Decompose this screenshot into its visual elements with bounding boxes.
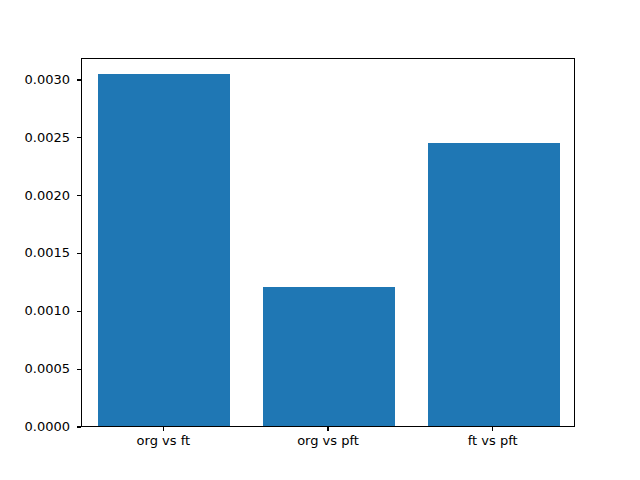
- bar-chart-figure: 0.0000 0.0005 0.0010 0.0015 0.0020 0.0025 0.00…: [0, 0, 640, 480]
- x-tick-label: org vs ft: [93, 434, 233, 448]
- y-tick-label: 0.0010: [4, 304, 70, 318]
- y-tick-label: 0.0030: [4, 73, 70, 87]
- x-tick-mark: [163, 427, 164, 431]
- y-tick-mark: [77, 137, 81, 138]
- y-tick-mark: [77, 426, 81, 427]
- plot-area: [81, 58, 575, 427]
- y-tick-label: 0.0005: [4, 362, 70, 376]
- y-tick-label: 0.0025: [4, 131, 70, 145]
- bar-org-vs-pft: [263, 287, 395, 426]
- bar-org-vs-ft: [98, 74, 230, 426]
- y-tick-mark: [77, 195, 81, 196]
- y-tick-mark: [77, 311, 81, 312]
- x-tick-mark: [492, 427, 493, 431]
- x-tick-mark: [327, 427, 328, 431]
- y-tick-mark: [77, 253, 81, 254]
- x-tick-label: org vs pft: [258, 434, 398, 448]
- y-tick-label: 0.0020: [4, 189, 70, 203]
- y-tick-label: 0.0000: [4, 420, 70, 434]
- y-tick-label: 0.0015: [4, 246, 70, 260]
- y-tick-mark: [77, 79, 81, 80]
- x-tick-label: ft vs pft: [423, 434, 563, 448]
- y-tick-mark: [77, 369, 81, 370]
- bar-ft-vs-pft: [428, 143, 560, 426]
